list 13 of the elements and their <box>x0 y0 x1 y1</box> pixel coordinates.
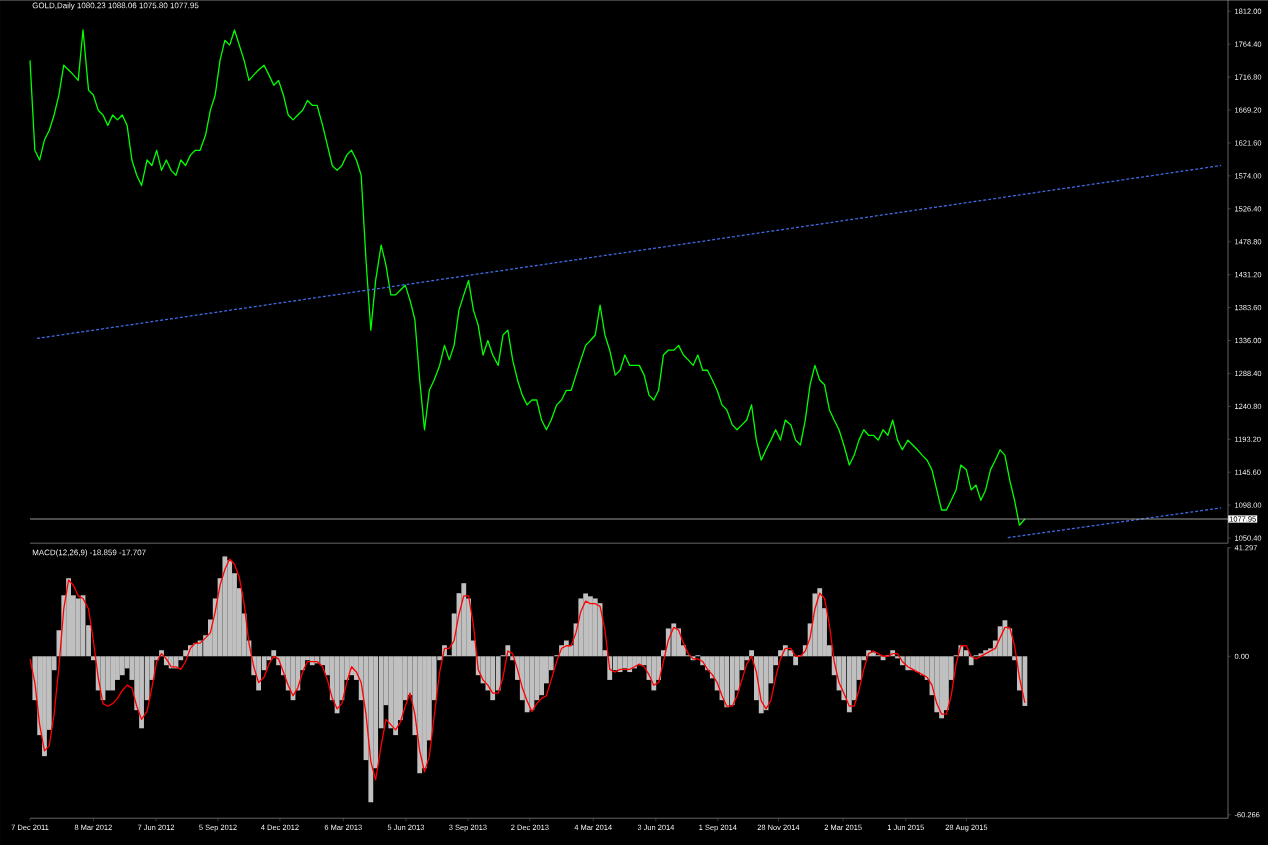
bar <box>968 656 974 666</box>
bar <box>222 556 228 657</box>
bar <box>461 583 467 657</box>
bar <box>622 656 628 669</box>
bar <box>651 656 657 691</box>
bar <box>119 656 125 676</box>
bar <box>524 656 530 713</box>
bar <box>758 656 764 714</box>
bar <box>271 650 277 657</box>
bar <box>368 656 374 803</box>
bar <box>749 650 754 657</box>
bar <box>75 598 81 657</box>
bar <box>793 656 799 666</box>
